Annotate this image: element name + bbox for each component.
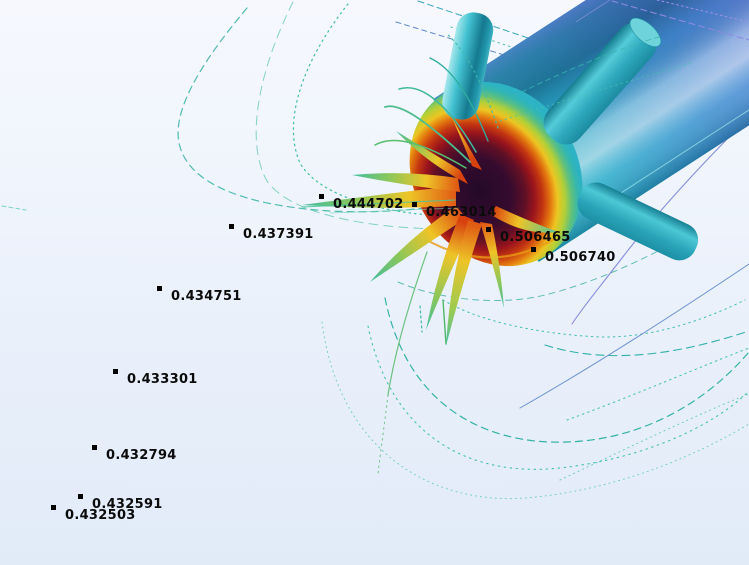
- stub-cylinder-lower-right: [577, 182, 699, 261]
- stub-cylinder-top: [442, 12, 494, 120]
- point-value-label: 0.432794: [106, 448, 177, 463]
- point-value-label: 0.432503: [65, 508, 136, 523]
- stub-cylinder-upper-right: [543, 17, 662, 145]
- point-value-label: 0.506740: [545, 250, 616, 265]
- hotspot-outer-rim: [419, 235, 557, 259]
- point-value-label: 0.463014: [426, 205, 497, 220]
- streamlines-foreground: [301, 0, 749, 214]
- point-marker-square: [229, 224, 234, 229]
- stub-bevel-cap: [629, 17, 662, 47]
- point-marker-square: [319, 194, 324, 199]
- point-marker-square: [531, 247, 536, 252]
- point-marker-square: [92, 445, 97, 450]
- point-value-label: 0.506465: [500, 230, 571, 245]
- field-tentacles: [302, 118, 558, 346]
- point-value-label: 0.432591: [92, 497, 163, 512]
- point-value-label: 0.434751: [171, 289, 242, 304]
- cylinder-bottom-streamline: [591, 4, 749, 213]
- point-value-label: 0.437391: [243, 227, 314, 242]
- point-marker-square: [412, 202, 417, 207]
- point-marker-square: [157, 286, 162, 291]
- point-marker-square: [113, 369, 118, 374]
- point-marker-square: [51, 505, 56, 510]
- point-value-label: 0.444702: [333, 197, 404, 212]
- point-marker-square: [486, 227, 491, 232]
- point-value-label: 0.433301: [127, 372, 198, 387]
- point-marker-square: [78, 494, 83, 499]
